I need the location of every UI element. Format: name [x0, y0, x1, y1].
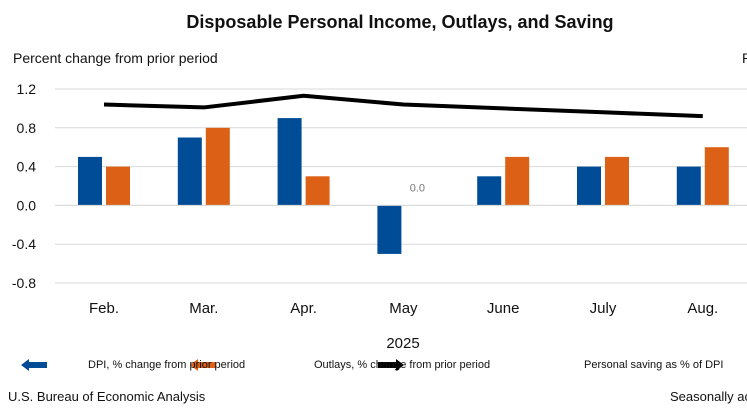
bar — [477, 176, 502, 206]
legend-arrow-outlays-icon — [190, 359, 216, 371]
bar — [605, 156, 629, 206]
bar — [177, 137, 202, 206]
y-axis-label: Percent change from prior period — [13, 50, 218, 66]
legend-arrow-saving-icon — [378, 359, 404, 371]
x-tick-label: June — [487, 300, 520, 317]
bar — [704, 147, 729, 206]
x-tick-label: Mar. — [189, 300, 218, 317]
x-tick-label: July — [590, 300, 617, 317]
bar — [377, 205, 402, 254]
legend-label-saving: Personal saving as % of DPI — [584, 359, 724, 371]
y-tick-label: 0.0 — [17, 197, 37, 213]
data-label: 0.0 — [410, 182, 425, 194]
x-tick-label: Aug. — [687, 300, 718, 317]
bar — [676, 166, 701, 206]
bar — [106, 166, 130, 206]
x-tick-label: May — [389, 300, 418, 317]
y-tick-label: 0.4 — [17, 159, 37, 175]
legend-label-dpi: DPI, % change from prior period — [88, 359, 246, 371]
y2-axis-label: P — [742, 50, 747, 66]
bar — [505, 156, 530, 206]
source-note: U.S. Bureau of Economic Analysis — [8, 389, 206, 404]
y-tick-label: -0.8 — [12, 275, 36, 291]
saving-line — [103, 93, 703, 119]
bar — [78, 156, 102, 206]
legend-label-outlays: Outlays, % change from prior period — [314, 359, 491, 371]
y-tick-label: 0.8 — [17, 120, 37, 136]
x-axis-title: 2025 — [386, 335, 419, 352]
legend-arrow-dpi-icon — [21, 359, 47, 371]
bar — [305, 176, 330, 206]
x-tick-label: Feb. — [89, 300, 119, 317]
bar — [277, 118, 302, 206]
bar — [205, 127, 230, 206]
bar — [577, 166, 601, 206]
y-tick-label: -0.4 — [12, 236, 36, 252]
y-tick-label: 1.2 — [17, 81, 37, 97]
chart-title: Disposable Personal Income, Outlays, and… — [186, 12, 614, 32]
x-tick-label: Apr. — [290, 300, 317, 317]
seasonal-note: Seasonally ac — [670, 389, 747, 404]
